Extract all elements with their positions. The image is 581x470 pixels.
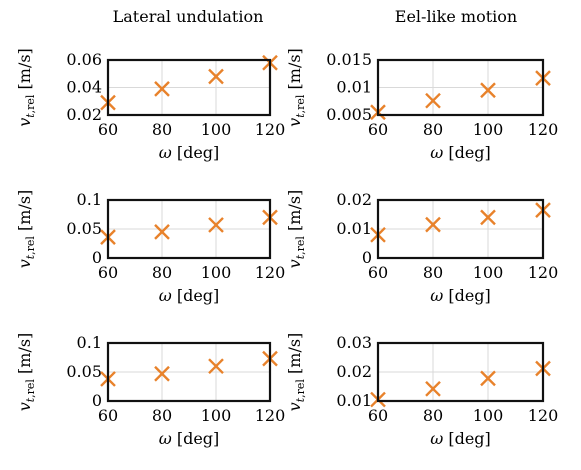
plot-frame [376,198,545,260]
x-axis-label: ω [deg] [159,286,220,305]
data-point-stroke [154,81,170,97]
y-tick-label: 0.04 [66,78,102,97]
data-point-stroke [425,380,441,397]
data-point [208,217,224,233]
data-point-stroke [480,209,496,226]
panel-row3-col2: 60 80 100 120 0.01 0.02 0.03 ω [deg] vt,rel [m/s… [285,333,558,448]
panel-row1-col2: 60 80 100 120 0.005 0.01 0.015 ω [deg] vt,rel [m… [285,48,558,162]
x-tick-label: 100 [201,406,232,425]
x-tick-label: 60 [98,406,118,425]
plot-frame [106,341,272,403]
x-tick-label: 80 [152,406,172,425]
data-point-stroke [425,216,441,233]
data-point-stroke [425,92,441,109]
data-point [425,92,441,109]
y-tick-label: 0.005 [326,105,372,124]
data-point [154,365,170,382]
y-axis-label: vt,rel [m/s] [15,190,37,269]
x-tick-label: 100 [473,406,504,425]
y-tick-label: 0.05 [66,219,102,238]
data-point-stroke [154,224,170,240]
x-tick-label: 120 [528,406,559,425]
y-tick-label: 0 [92,248,102,267]
x-tick-label: 80 [423,406,443,425]
data-point [480,370,496,387]
panel-row1-col1: 60 80 100 120 0.02 0.04 0.06 ω [deg] vt,rel [m/s… [15,48,285,162]
panel-row3-col1: 60 80 100 120 0 0.05 0.1 ω [deg] vt,rel [m/s] [15,333,285,448]
x-tick-label: 100 [473,263,504,282]
column-title-eel: Eel-like motion [395,7,517,26]
y-tick-label: 0.01 [336,391,372,410]
x-tick-label: 80 [423,263,443,282]
x-tick-label: 120 [255,263,286,282]
x-tick-label: 100 [201,120,232,139]
plot-frame [106,58,272,117]
data-point [154,81,170,97]
x-tick-label: 80 [423,120,443,139]
y-tick-label: 0 [92,391,102,410]
x-tick-label: 120 [255,120,286,139]
data-point-stroke [208,217,224,233]
x-axis-label: ω [deg] [430,143,491,162]
x-tick-label: 60 [98,263,118,282]
x-tick-label: 60 [368,406,388,425]
y-axis-label: vt,rel [m/s] [285,333,307,412]
panel-row2-col2: 60 80 100 120 0 0.01 0.02 ω [deg] vt,rel [m/s] [285,190,558,305]
y-tick-label: 0.01 [336,219,372,238]
plot-frame [106,198,272,260]
data-point [480,209,496,226]
plot-frame [376,341,545,403]
x-axis-label: ω [deg] [430,286,491,305]
data-point-stroke [154,365,170,382]
data-point [154,224,170,240]
data-point [425,380,441,397]
y-tick-label: 0.02 [66,105,102,124]
x-axis-label: ω [deg] [159,429,220,448]
y-axis-label: vt,rel [m/s] [15,333,37,412]
y-tick-label: 0.015 [326,50,372,69]
y-axis-label: vt,rel [m/s] [285,190,307,269]
x-tick-label: 80 [152,263,172,282]
x-tick-label: 100 [201,263,232,282]
y-tick-label: 0.1 [77,190,102,209]
y-tick-label: 0.05 [66,362,102,381]
x-tick-label: 60 [368,263,388,282]
y-tick-label: 0.02 [336,190,372,209]
y-tick-label: 0.01 [336,78,372,97]
panel-row2-col1: 60 80 100 120 0 0.05 0.1 ω [deg] vt,rel [m/s] [15,190,285,305]
x-tick-label: 80 [152,120,172,139]
x-tick-label: 120 [528,120,559,139]
data-point-stroke [480,370,496,387]
data-point-stroke [480,82,496,99]
x-tick-label: 120 [255,406,286,425]
data-point [208,68,224,85]
y-axis-label: vt,rel [m/s] [15,48,37,127]
data-point-stroke [208,358,224,375]
column-title-lateral: Lateral undulation [113,7,264,26]
data-point-stroke [208,68,224,85]
x-axis-label: ω [deg] [159,143,220,162]
y-tick-label: 0.06 [66,50,102,69]
x-tick-label: 60 [368,120,388,139]
data-point [425,216,441,233]
y-tick-label: 0.1 [77,333,102,352]
y-tick-label: 0.02 [336,362,372,381]
x-tick-label: 60 [98,120,118,139]
x-axis-label: ω [deg] [430,429,491,448]
y-tick-label: 0 [362,248,372,267]
x-tick-label: 120 [528,263,559,282]
y-axis-label: vt,rel [m/s] [285,48,307,127]
data-point [480,82,496,99]
data-point [208,358,224,375]
y-tick-label: 0.03 [336,333,372,352]
x-tick-label: 100 [473,120,504,139]
plot-frame [376,58,545,117]
